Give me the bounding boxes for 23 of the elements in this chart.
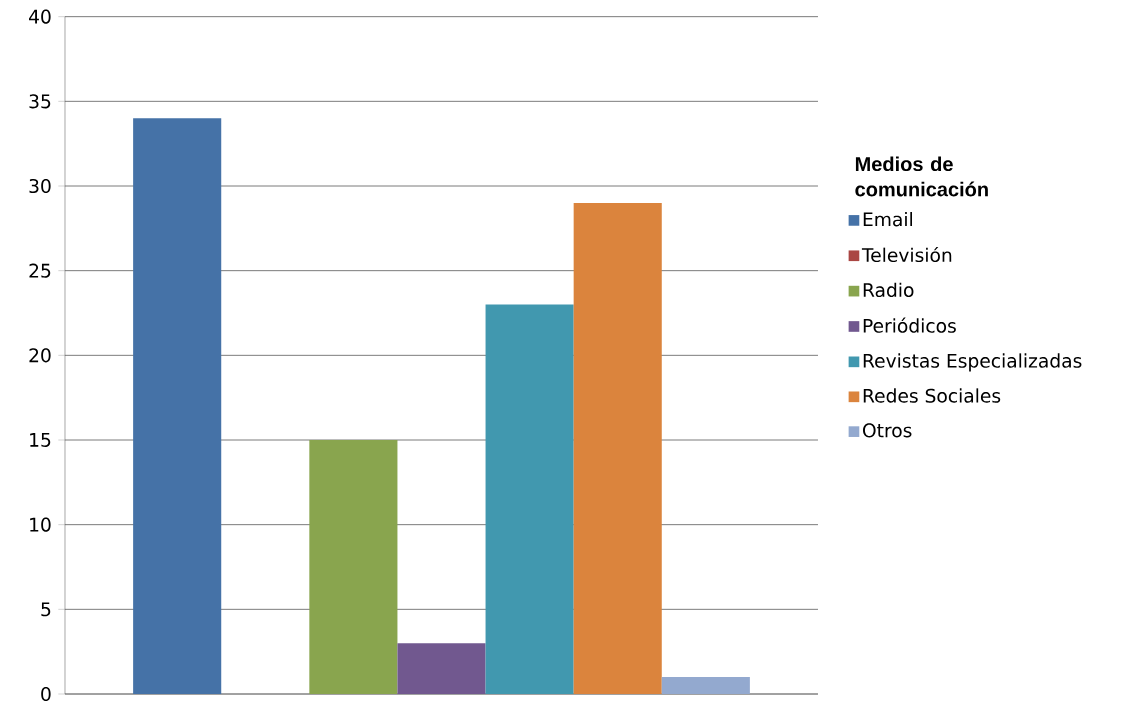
legend-label: Televisión: [861, 246, 952, 262]
legend-label: Revistas Especializadas: [863, 353, 1082, 372]
y-tick-label: 15: [30, 432, 51, 447]
y-tick-label: 30: [29, 178, 51, 193]
legend-title: Medios de comunicación: [855, 156, 988, 197]
y-tick-label: 35: [29, 94, 51, 109]
y-tick-label: 40: [29, 9, 51, 24]
bar: [573, 202, 662, 694]
legend-label: Otros: [863, 423, 912, 438]
y-tick-label: 10: [30, 517, 51, 532]
legend-label: Periódicos: [863, 317, 956, 333]
bar: [309, 439, 398, 694]
y-tick-label: 5: [41, 602, 51, 617]
bar: [133, 118, 222, 694]
bar: [397, 643, 486, 694]
y-tick-label: 25: [29, 263, 51, 278]
legend-label: Radio: [863, 282, 914, 297]
legend-label: Email: [863, 211, 912, 227]
bar: [661, 676, 750, 694]
y-tick-label: 20: [29, 348, 51, 363]
bar: [485, 304, 574, 694]
legend-label: Redes Sociales: [863, 388, 1001, 403]
y-tick-label: 0: [41, 686, 51, 701]
